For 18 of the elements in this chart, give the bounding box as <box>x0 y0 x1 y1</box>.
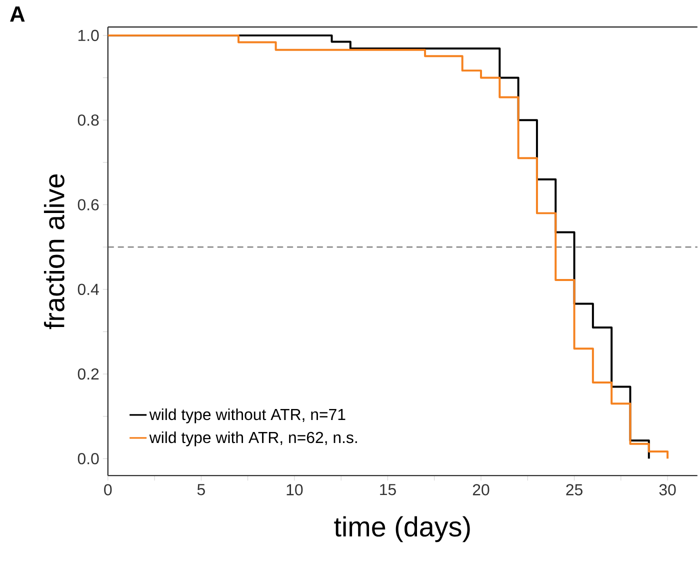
x-axis-title: time (days) <box>334 516 470 542</box>
y-tick-label: 0.4 <box>78 284 99 296</box>
x-tick-label: 20 <box>472 484 490 496</box>
x-tick-label: 30 <box>659 484 676 496</box>
x-tick-label: 5 <box>197 484 205 496</box>
text: A <box>10 6 25 22</box>
x-tick-label: 0 <box>104 484 112 496</box>
x-tick-label: 10 <box>286 484 303 496</box>
y-axis-title: fraction alive <box>44 174 64 330</box>
y-tick-label: 0.2 <box>78 368 99 380</box>
x-tick-label: 15 <box>380 484 396 496</box>
legend-label: wild type without ATR, n=71 <box>149 408 346 424</box>
legend-label: wild type with ATR, n=62, n.s. <box>149 432 357 447</box>
y-tick-label: 1.0 <box>78 30 99 42</box>
x-tick-label: 25 <box>566 484 582 496</box>
text: 0.0 <box>78 453 99 465</box>
y-tick-label: 0.6 <box>78 199 99 211</box>
y-tick-label: 0.8 <box>78 114 99 126</box>
